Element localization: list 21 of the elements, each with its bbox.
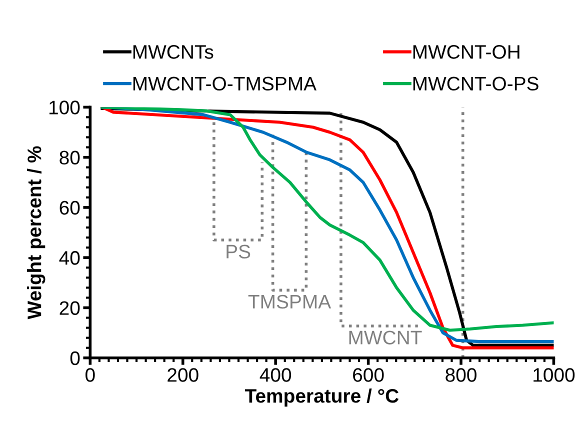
y-axis-title: Weight percent / % xyxy=(27,146,46,320)
legend-label: MWCNT-OH xyxy=(413,45,520,59)
annotation: TMSPMA xyxy=(248,294,332,309)
annotation: MWCNT xyxy=(349,330,422,344)
legend-label: MWCNTs xyxy=(133,45,214,59)
x-tick-label: 200 xyxy=(168,368,198,382)
x-tick-label: 0 xyxy=(86,368,95,382)
y-tick-label: 60 xyxy=(60,200,80,215)
x-tick-label: 600 xyxy=(353,368,384,382)
y-tick-label: 40 xyxy=(59,251,80,265)
y-tick-label: 80 xyxy=(60,150,80,165)
x-tick-label: 400 xyxy=(260,368,292,382)
y-tick-label: 20 xyxy=(60,301,80,315)
x-tick-label: 800 xyxy=(446,368,476,382)
annotation: PS xyxy=(226,244,250,258)
x-axis-title: Temperature / °C xyxy=(244,388,399,407)
x-tick-label: 1000 xyxy=(534,368,575,382)
y-tick-label: 0 xyxy=(70,351,80,366)
legend-label: MWCNT-O-PS xyxy=(413,76,538,91)
legend-label: MWCNT-O-TMSPMA xyxy=(133,76,316,91)
y-tick-label: 100 xyxy=(49,100,80,114)
